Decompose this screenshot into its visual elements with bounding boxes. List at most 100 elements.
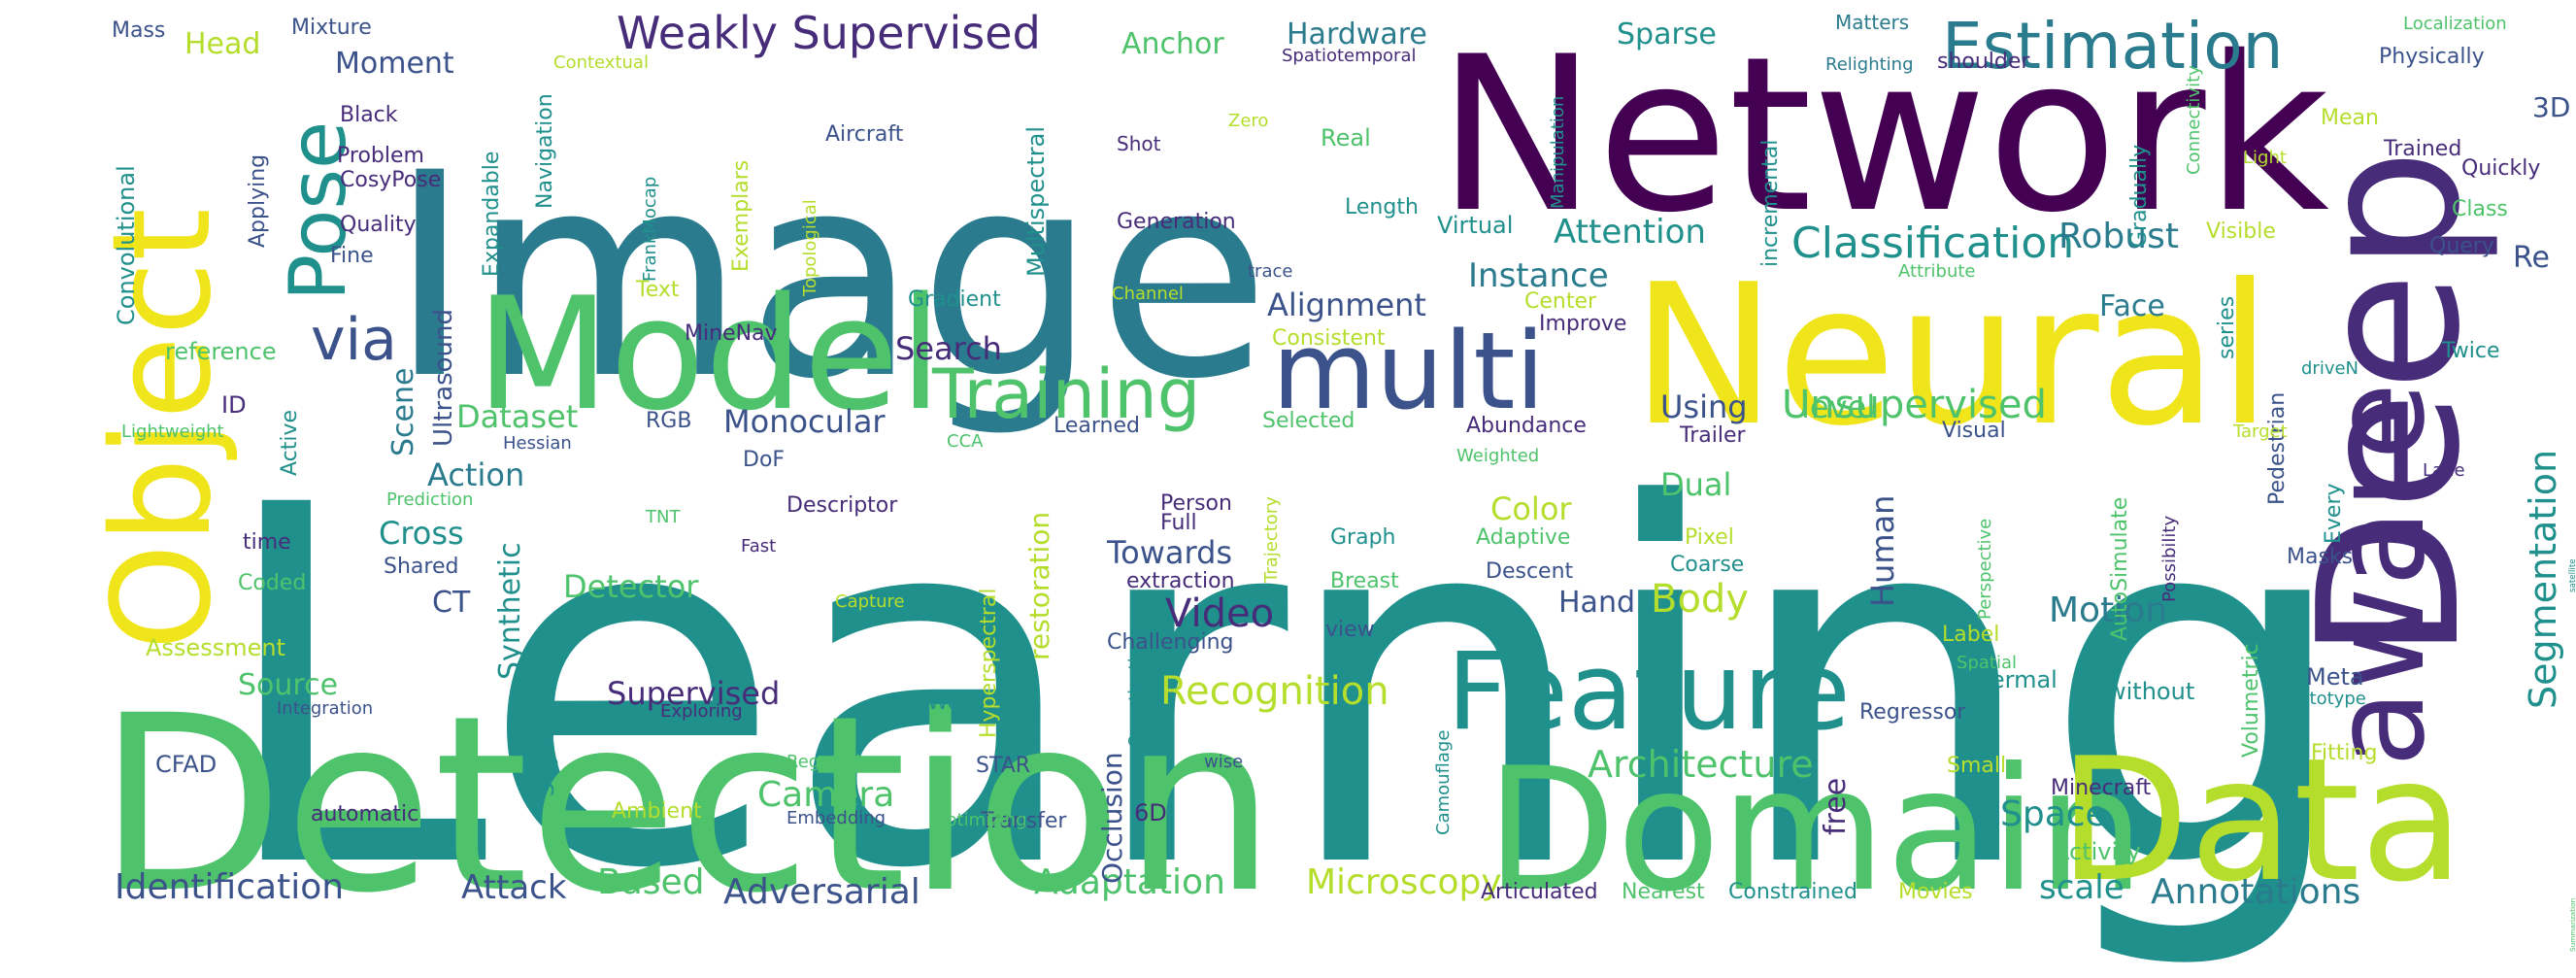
word-automatic: automatic bbox=[311, 802, 418, 826]
word-reference: reference bbox=[165, 338, 277, 365]
word-incremental: incremental bbox=[1758, 140, 1783, 267]
word-monocular: Monocular bbox=[723, 403, 886, 440]
word-visible: Visible bbox=[2206, 219, 2276, 244]
word-convolutional: Convolutional bbox=[113, 165, 140, 325]
word-cfad: CFAD bbox=[155, 751, 217, 778]
word-matters: Matters bbox=[1835, 11, 1909, 34]
word-volumetric: Volumetric bbox=[2239, 643, 2263, 758]
word-attention: Attention bbox=[1554, 213, 1706, 252]
word-center: Center bbox=[1524, 289, 1597, 314]
word-time: time bbox=[243, 530, 291, 555]
word-integration: Integration bbox=[277, 698, 373, 719]
word-deep: Deep bbox=[2277, 149, 2503, 660]
word-human: Human bbox=[1864, 495, 1901, 607]
word-free: free bbox=[1819, 778, 1853, 835]
word-exemplars: Exemplars bbox=[729, 160, 753, 272]
word-data: Data bbox=[2058, 723, 2464, 920]
word-contextual: Contextual bbox=[553, 52, 649, 73]
word-annotations: Annotations bbox=[2151, 872, 2360, 912]
word-network: Network bbox=[1437, 11, 2329, 259]
word-query: Query bbox=[2429, 234, 2494, 258]
word-search: Search bbox=[895, 330, 1002, 367]
word-synthetic: Synthetic bbox=[493, 542, 527, 680]
word-graph: Graph bbox=[1330, 525, 1395, 550]
word-black: Black bbox=[340, 103, 398, 127]
word-topological: Topological bbox=[800, 199, 820, 297]
word-extraction: extraction bbox=[1126, 569, 1235, 593]
word-full: Full bbox=[1160, 511, 1197, 535]
word-class: Class bbox=[2452, 197, 2508, 221]
word-source: Source bbox=[238, 668, 338, 702]
word-trace: trace bbox=[1248, 261, 1292, 282]
word-unsupervised: Unsupervised bbox=[1782, 383, 2047, 427]
word-classification: Classification bbox=[1791, 219, 2074, 268]
word-selected: Selected bbox=[1262, 409, 1355, 433]
word-real: Real bbox=[1321, 124, 1371, 152]
word-body: Body bbox=[1651, 577, 1749, 622]
word-exploring: Exploring bbox=[660, 701, 743, 722]
word-weighted: Weighted bbox=[1456, 446, 1539, 466]
word-spatiotemporal: Spatiotemporal bbox=[1282, 46, 1417, 66]
word-expandable: Expandable bbox=[480, 152, 504, 277]
word-detector: Detector bbox=[563, 568, 699, 605]
word-cross: Cross bbox=[379, 515, 464, 552]
word-abundance: Abundance bbox=[1466, 414, 1587, 438]
word-possibility: Possibility bbox=[2159, 516, 2180, 602]
word-towards: Towards bbox=[1106, 534, 1232, 571]
word-dof: DoF bbox=[743, 448, 785, 472]
word-6d: 6D bbox=[1134, 799, 1167, 826]
word-id: ID bbox=[221, 391, 247, 419]
word-hyperspectral: Hyperspectral bbox=[977, 589, 1001, 738]
word-perspective: Perspective bbox=[1975, 519, 1995, 620]
word-segcodenet: SegCodeNet bbox=[535, 663, 559, 796]
word-consistent: Consistent bbox=[1272, 326, 1386, 351]
word-articulated: Articulated bbox=[1481, 880, 1598, 904]
word-length: Length bbox=[1345, 195, 1419, 219]
word-scale: scale bbox=[2039, 868, 2124, 907]
word-3d: 3D bbox=[2532, 91, 2570, 123]
word-attack: Attack bbox=[461, 868, 567, 907]
word-mass: Mass bbox=[112, 18, 165, 43]
word-pedestrian: Pedestrian bbox=[2265, 392, 2290, 505]
word-re: Re bbox=[2513, 241, 2550, 275]
word-label: Label bbox=[1942, 623, 1999, 647]
word-summarization: Summarization bbox=[2568, 898, 2576, 952]
word-twice: Twice bbox=[2441, 339, 2500, 363]
word-generation: Generation bbox=[1117, 210, 1236, 234]
word-improve: Improve bbox=[1539, 312, 1626, 336]
word-learning: Learning bbox=[214, 402, 2355, 976]
word-problem: Problem bbox=[337, 144, 424, 168]
word-trajectory: Trajectory bbox=[1261, 496, 1282, 584]
word-multispectral: Multispectral bbox=[1022, 126, 1050, 277]
word-hessian: Hessian bbox=[503, 433, 572, 454]
word-virtual: Virtual bbox=[1437, 212, 1513, 239]
word-recognition: Recognition bbox=[1160, 669, 1389, 714]
word-detection: Detection bbox=[97, 663, 1276, 946]
word-lane: Lane bbox=[2423, 460, 2465, 481]
word-transfer: Transfer bbox=[980, 809, 1067, 833]
word-quickly: Quickly bbox=[2461, 156, 2540, 181]
word-head: Head bbox=[184, 27, 260, 61]
word-architecture: Architecture bbox=[1588, 743, 1814, 786]
word-instance: Instance bbox=[1468, 256, 1609, 295]
word-mean: Mean bbox=[2321, 106, 2379, 130]
word-applying: Applying bbox=[246, 154, 270, 248]
word-activity: Activity bbox=[2054, 838, 2141, 865]
word-localization: Localization bbox=[2403, 14, 2507, 34]
word-rgb: RGB bbox=[646, 409, 691, 433]
word-space: Space bbox=[2000, 794, 2107, 834]
word-camouflage: Camouflage bbox=[1433, 730, 1454, 835]
word-meta: Meta bbox=[2306, 663, 2364, 691]
word-minenav: MineNav bbox=[685, 321, 778, 346]
word-training: Training bbox=[931, 354, 1200, 434]
word-movies: Movies bbox=[1898, 880, 1973, 904]
word-shot: Shot bbox=[1117, 132, 1161, 155]
word-constrained: Constrained bbox=[1728, 880, 1857, 904]
word-without: without bbox=[2107, 678, 2194, 705]
word-regressor: Regressor bbox=[1859, 700, 1966, 725]
word-shoulder: shoulder bbox=[1937, 50, 2030, 74]
word-descriptor: Descriptor bbox=[786, 493, 898, 518]
word-color: Color bbox=[1490, 490, 1572, 527]
word-regression: Regression bbox=[786, 752, 882, 772]
